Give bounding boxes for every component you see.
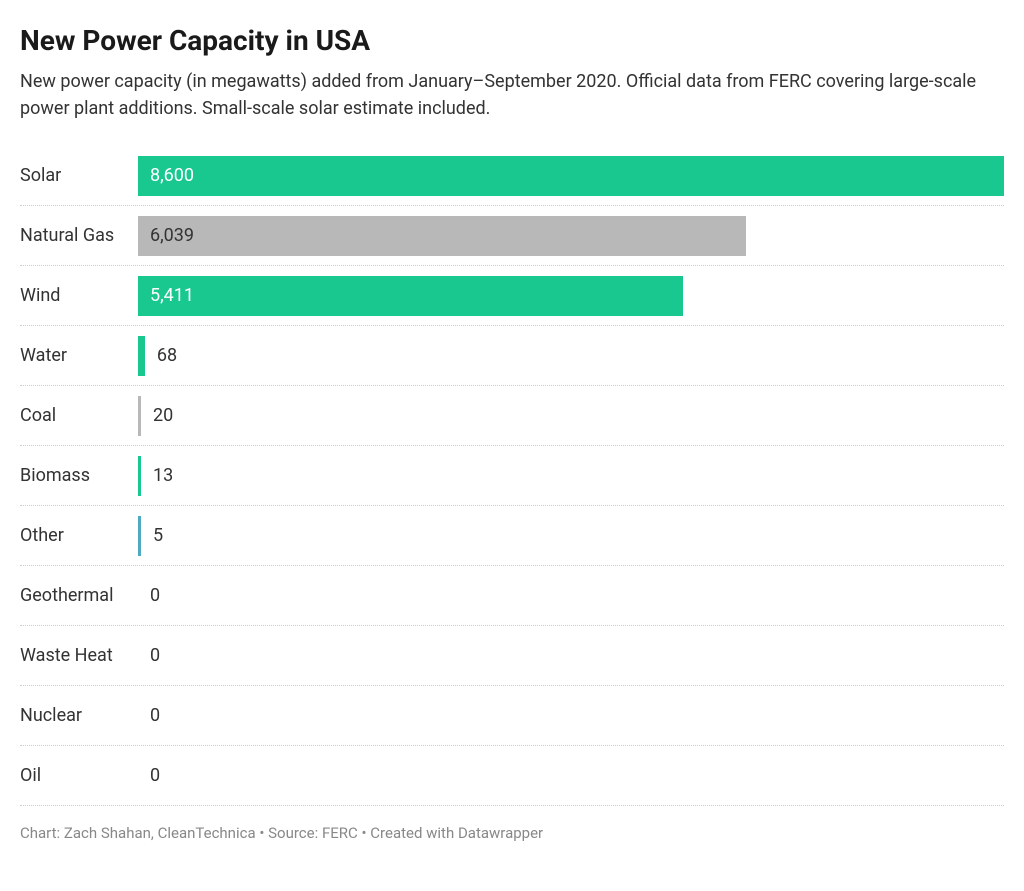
bar-value: 5 [141,525,163,546]
bar-value: 20 [141,405,173,426]
chart-subtitle: New power capacity (in megawatts) added … [20,68,1004,122]
chart-row: Waste Heat0 [20,626,1004,686]
bar-value: 8,600 [138,165,194,186]
chart-row: Water 68 [20,326,1004,386]
bar-value: 0 [138,645,160,666]
bar-value: 6,039 [138,225,194,246]
row-label: Geothermal [20,585,138,606]
chart-credit: Chart: Zach Shahan, CleanTechnica • Sour… [20,824,1004,842]
bar-track: 5,411 [138,276,1004,316]
chart-row: Nuclear0 [20,686,1004,746]
row-label: Nuclear [20,705,138,726]
bar-track: 8,600 [138,156,1004,196]
bar-track: 13 [138,456,1004,496]
bar [138,396,141,436]
bar-value: 0 [138,765,160,786]
bar: 6,039 [138,216,746,256]
row-label: Oil [20,765,138,786]
chart-row: Solar8,600 [20,146,1004,206]
row-label: Solar [20,165,138,186]
bar-track: 6,039 [138,216,1004,256]
bar: 8,600 [138,156,1004,196]
chart-row: Biomass13 [20,446,1004,506]
bar-value: 0 [138,585,160,606]
bar-value: 0 [138,705,160,726]
bar-track: 20 [138,396,1004,436]
bar-track: 0 [138,756,1004,796]
row-label: Coal [20,405,138,426]
bar-chart: Solar8,600Natural Gas6,039Wind5,411Water… [20,146,1004,806]
bar-value: 13 [141,465,173,486]
chart-row: Coal20 [20,386,1004,446]
bar-track: 5 [138,516,1004,556]
bar [138,456,141,496]
chart-row: Oil0 [20,746,1004,806]
bar-track: 0 [138,696,1004,736]
row-label: Waste Heat [20,645,138,666]
chart-row: Natural Gas6,039 [20,206,1004,266]
row-label: Biomass [20,465,138,486]
chart-title: New Power Capacity in USA [20,24,1004,58]
row-label: Wind [20,285,138,306]
bar [138,516,141,556]
bar-value: 5,411 [138,285,194,306]
row-label: Other [20,525,138,546]
bar: 5,411 [138,276,683,316]
row-label: Water [20,345,138,366]
bar [138,336,145,376]
row-label: Natural Gas [20,225,138,246]
bar-track: 0 [138,636,1004,676]
bar-track: 68 [138,336,1004,376]
chart-row: Geothermal0 [20,566,1004,626]
chart-row: Other5 [20,506,1004,566]
bar-value: 68 [145,345,177,366]
bar-track: 0 [138,576,1004,616]
chart-row: Wind5,411 [20,266,1004,326]
